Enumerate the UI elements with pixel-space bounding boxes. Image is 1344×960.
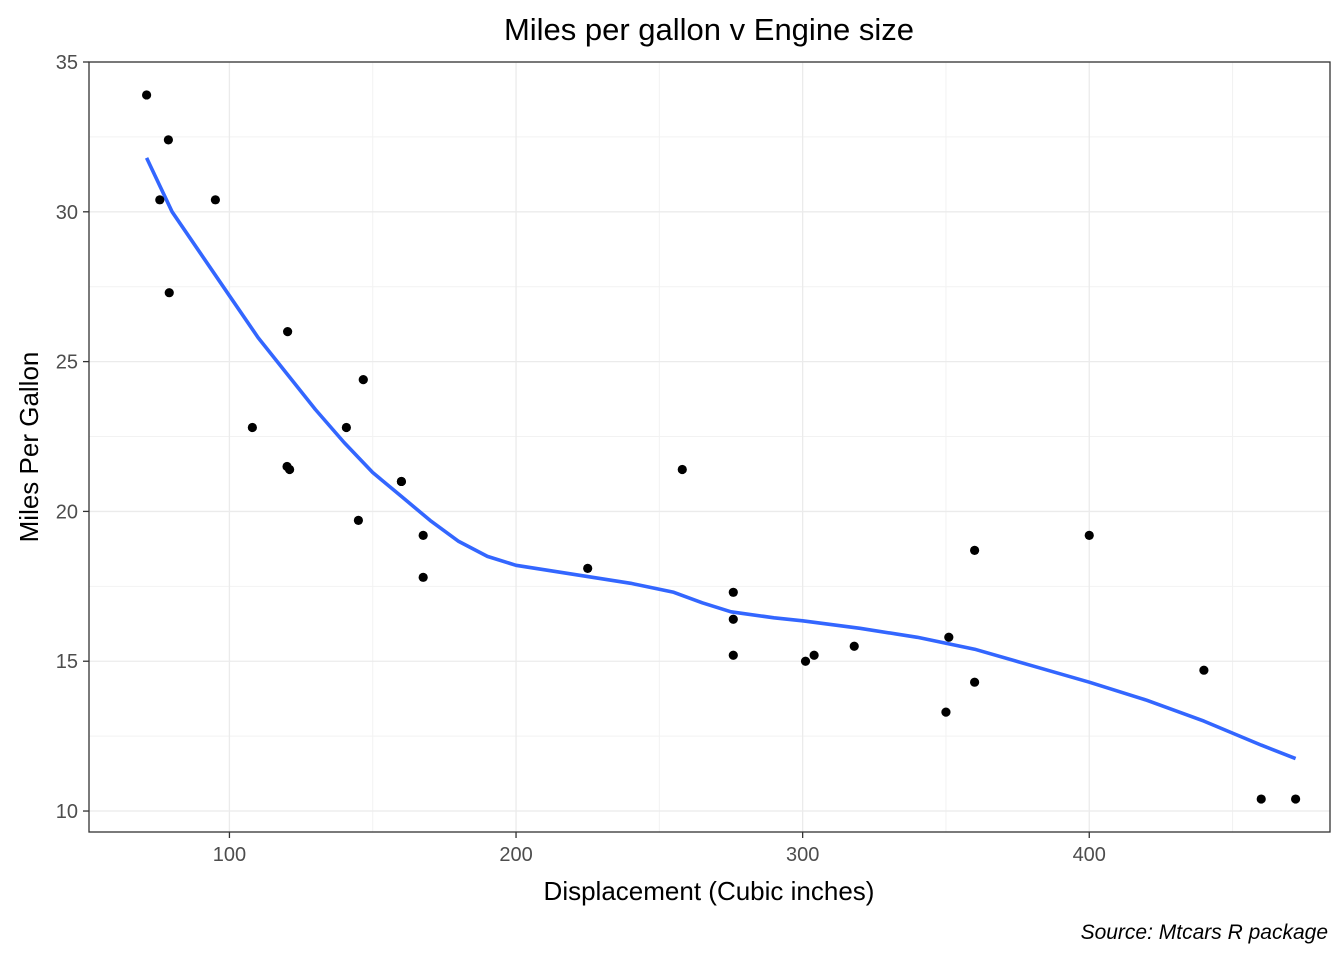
data-points (142, 90, 1301, 804)
data-point (1084, 530, 1094, 540)
data-point (677, 464, 687, 475)
data-point (285, 464, 295, 475)
data-point (142, 90, 152, 100)
y-axis-ticks: 10 15 20 25 30 35 (56, 52, 89, 823)
chart-title: Miles per gallon v Engine size (504, 12, 914, 47)
data-point (210, 195, 220, 205)
data-point (358, 374, 368, 385)
data-point (941, 707, 951, 717)
data-point (341, 422, 351, 433)
data-point (155, 195, 165, 205)
data-point (970, 545, 980, 555)
y-axis-label: Miles Per Gallon (14, 352, 44, 543)
loess-smooth-line (144, 157, 1297, 761)
source-caption: Source: Mtcars R package (1081, 921, 1328, 944)
data-point (164, 288, 174, 298)
plot-panel-border (88, 61, 1331, 833)
data-point (247, 422, 257, 433)
data-point (849, 641, 859, 651)
data-point (728, 650, 738, 660)
data-point (728, 614, 738, 624)
x-tick-label: 100 (213, 844, 246, 866)
data-point (418, 530, 428, 540)
data-point (944, 632, 954, 642)
y-tick-label: 15 (56, 651, 78, 673)
data-point (583, 563, 593, 573)
grid-minor (89, 62, 1330, 832)
y-tick-label: 25 (56, 352, 78, 374)
x-tick-label: 200 (499, 844, 532, 866)
x-tick-label: 400 (1073, 844, 1106, 866)
data-point (396, 476, 406, 487)
data-point (163, 135, 173, 145)
y-tick-label: 20 (56, 501, 78, 523)
data-point (800, 656, 811, 666)
data-point (728, 587, 738, 597)
data-point (1291, 794, 1301, 804)
x-axis-ticks: 100 200 300 400 (213, 832, 1106, 866)
smooth-trend-line (144, 157, 1297, 761)
data-point (418, 572, 428, 582)
y-tick-label: 30 (56, 202, 78, 224)
data-point (1256, 794, 1266, 804)
x-tick-label: 300 (786, 844, 819, 866)
data-point (809, 650, 819, 660)
y-tick-label: 35 (56, 52, 78, 74)
x-axis-label: Displacement (Cubic inches) (544, 876, 875, 906)
y-tick-label: 10 (56, 801, 78, 823)
data-point (1199, 665, 1209, 675)
data-point (283, 327, 293, 337)
grid-major (89, 61, 1330, 832)
data-point (353, 515, 364, 526)
data-point (970, 677, 980, 687)
